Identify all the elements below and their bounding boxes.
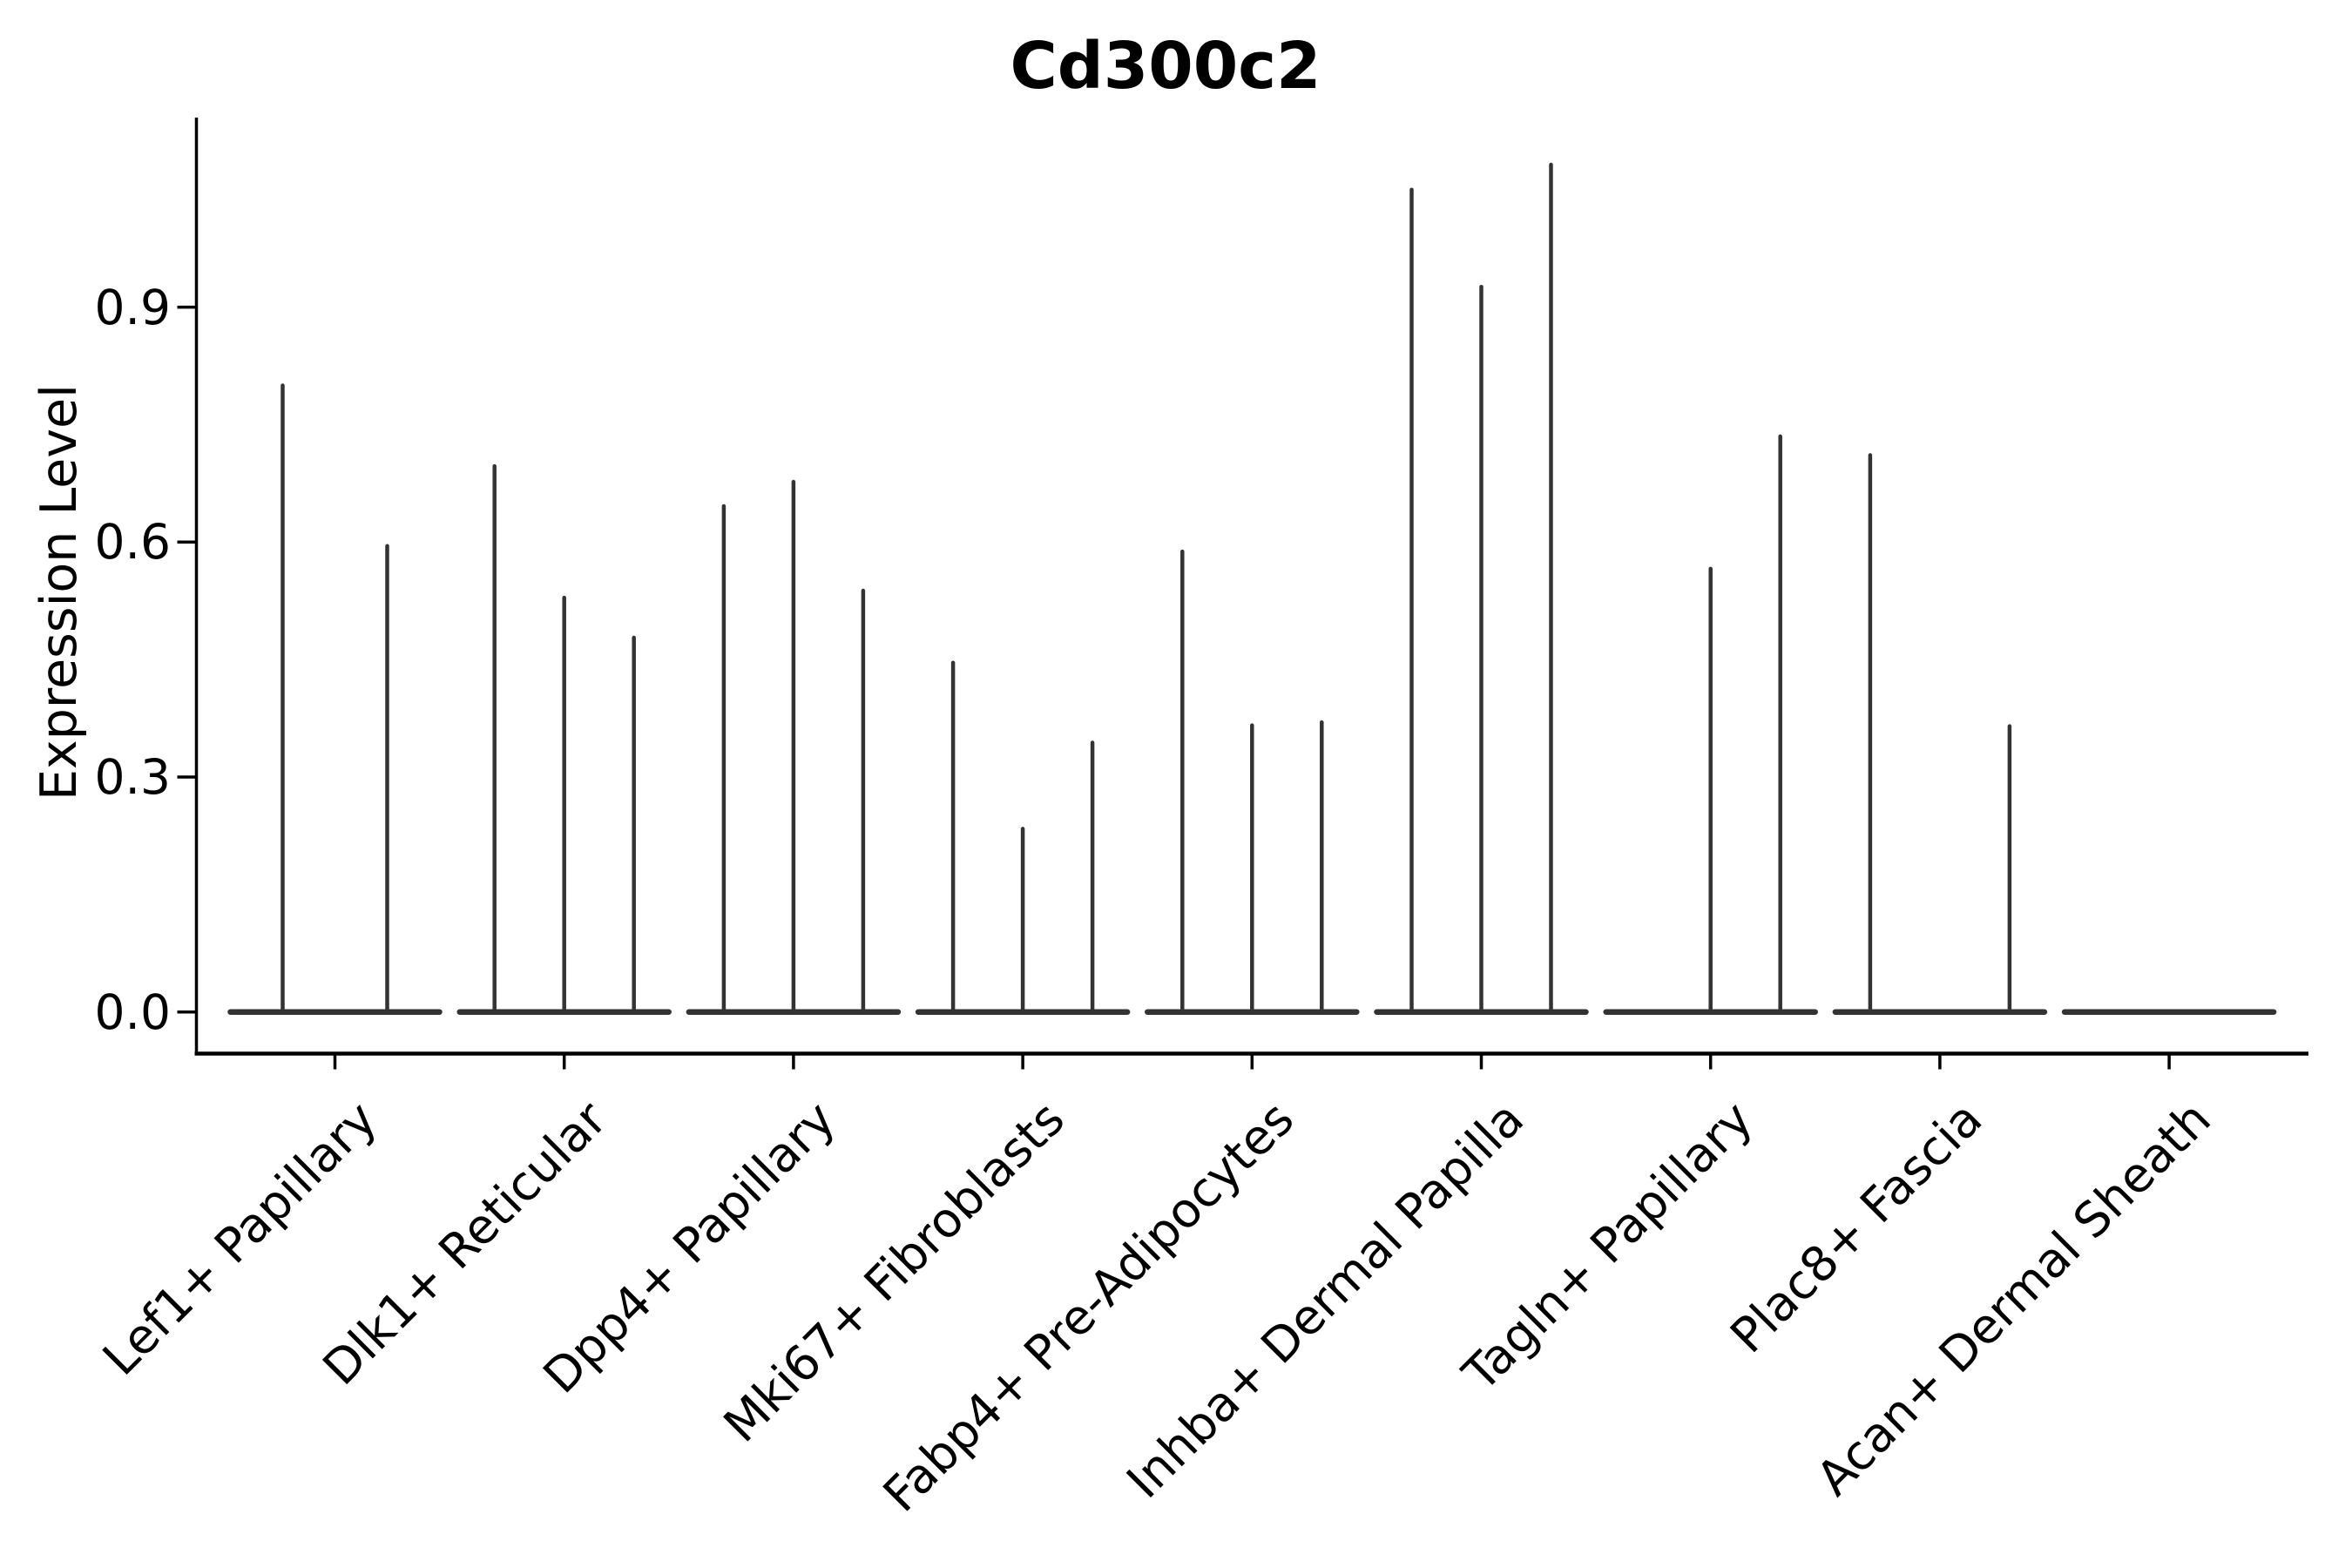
chart-title: Cd300c2 xyxy=(1010,29,1321,104)
y-tick-label: 0.6 xyxy=(94,514,171,571)
y-tick-label: 0.9 xyxy=(94,279,171,335)
y-tick-label: 0.0 xyxy=(94,983,171,1040)
y-axis-label: Expression Level xyxy=(30,384,88,801)
y-tick-label: 0.3 xyxy=(94,749,171,805)
